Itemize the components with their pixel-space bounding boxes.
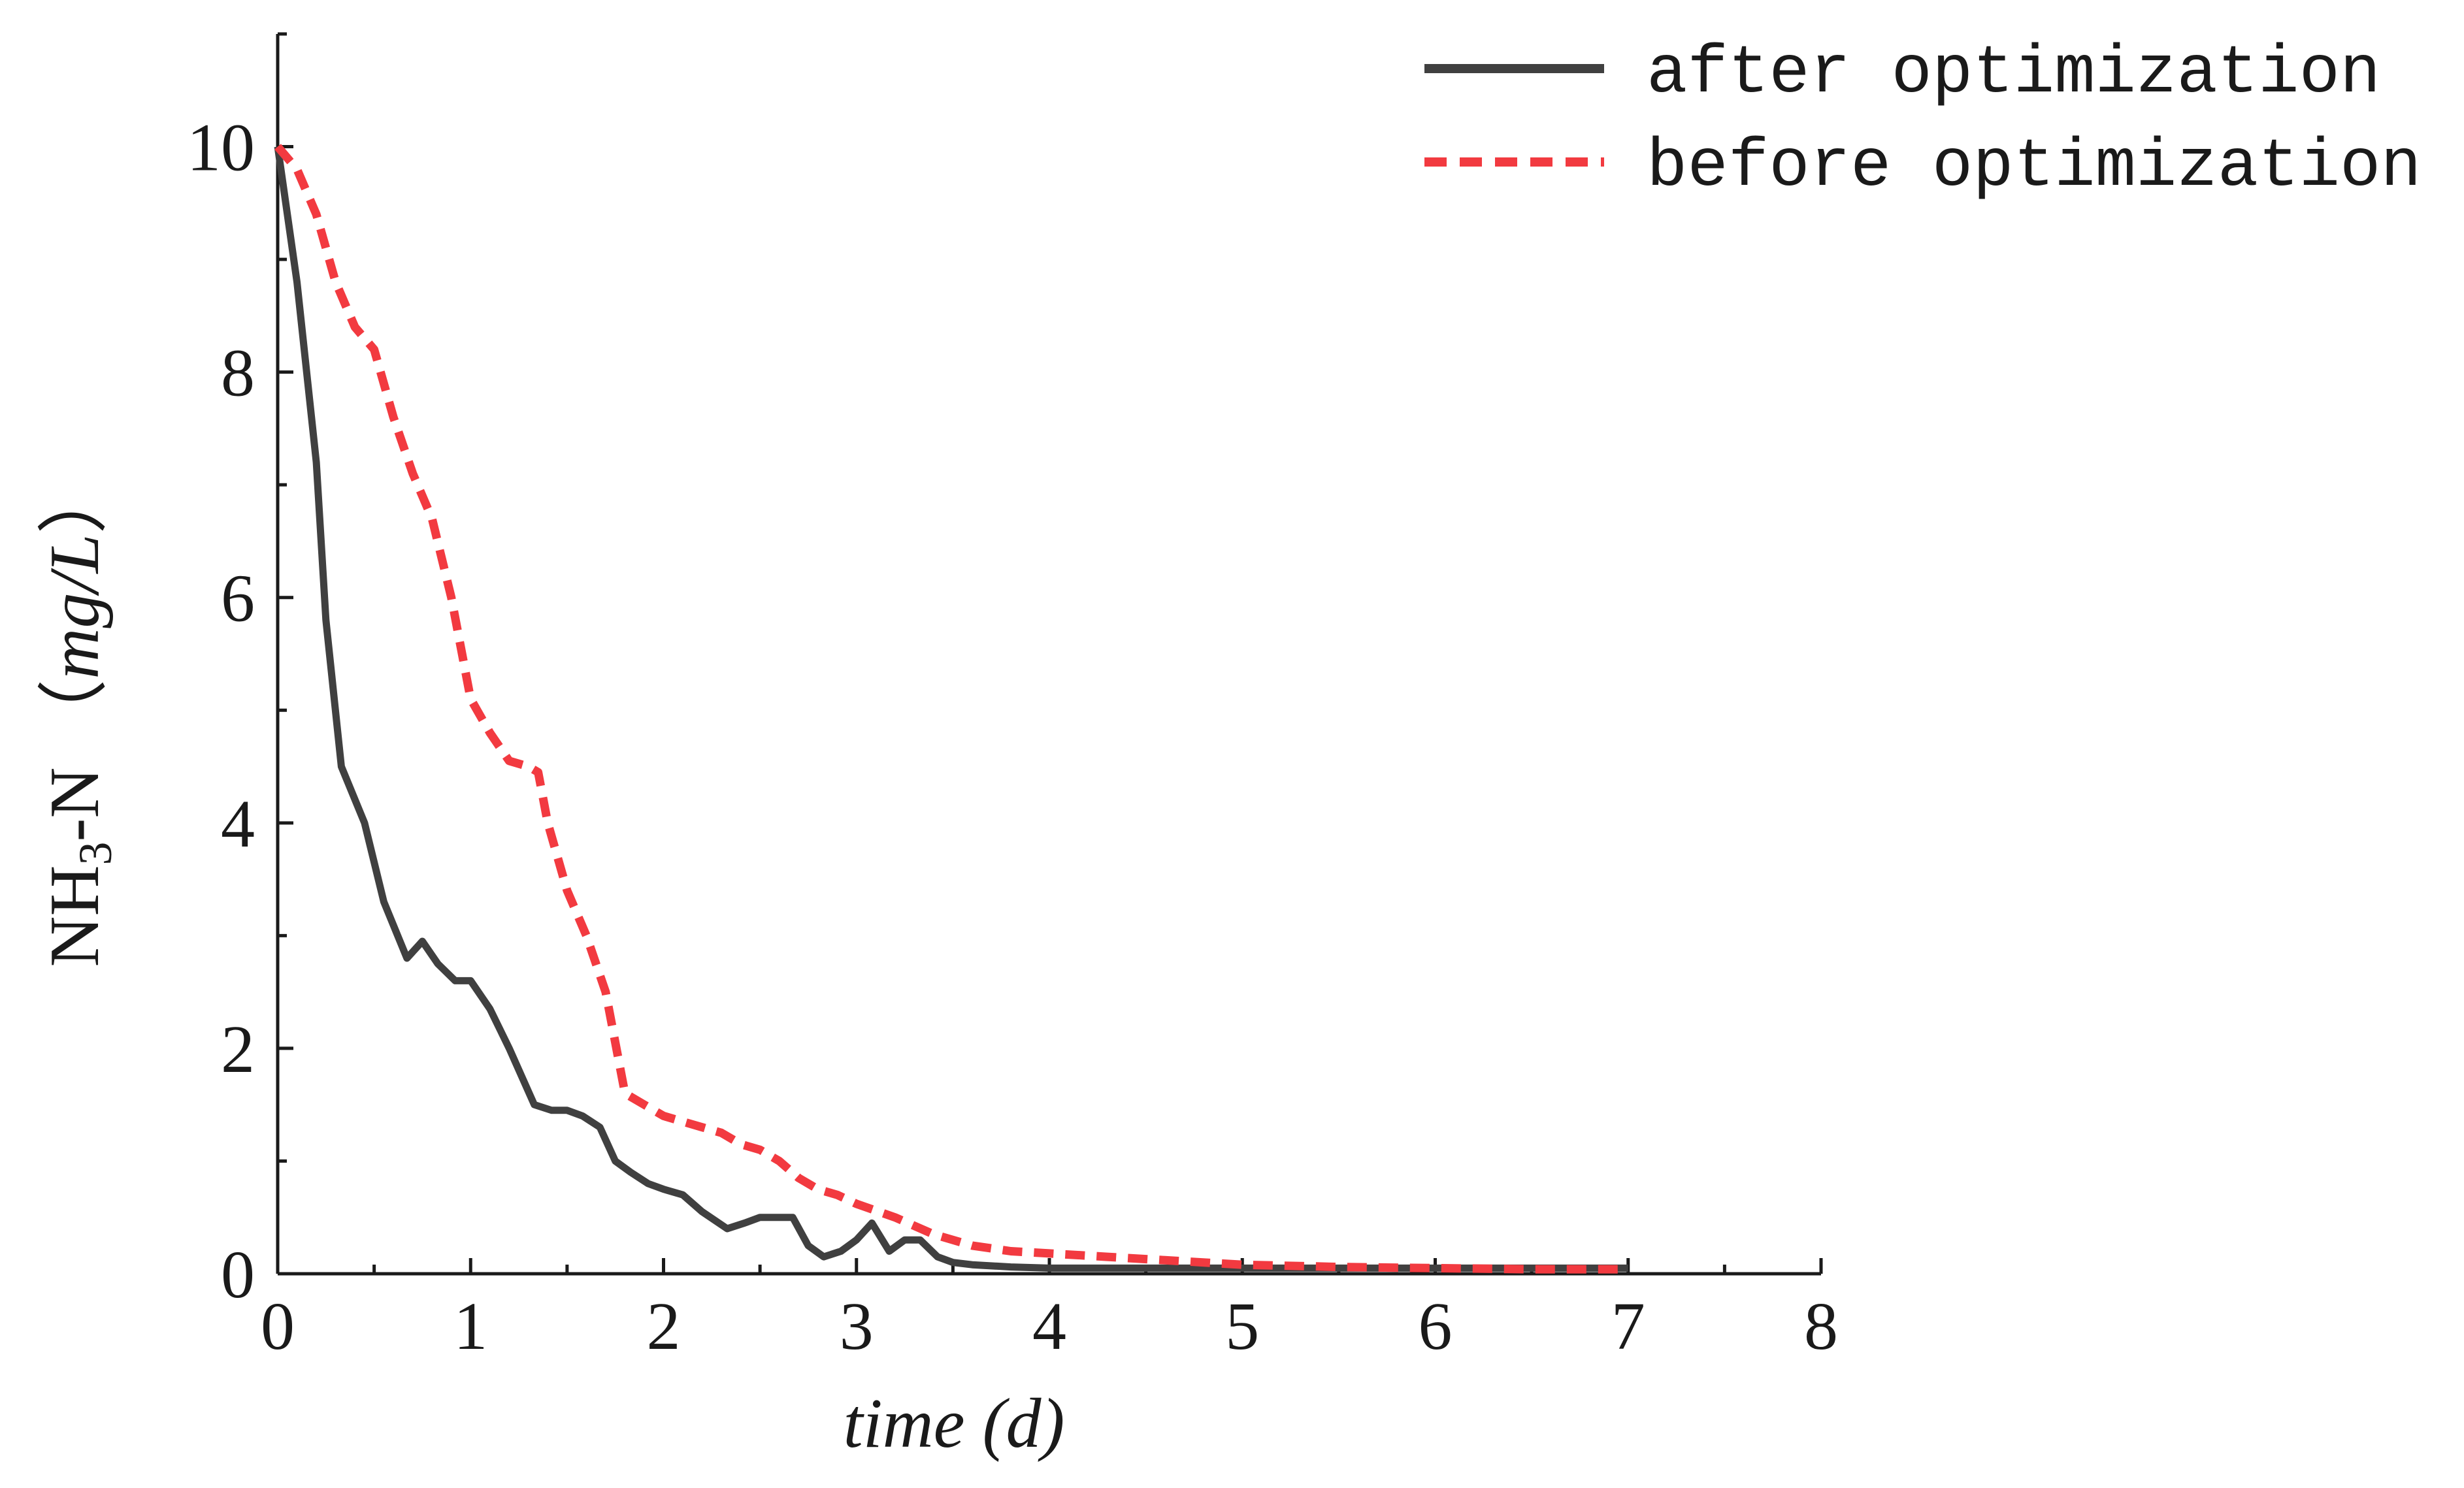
y-tick-label: 0 [221,1237,255,1312]
legend-label-after-optimization: after optimization [1647,35,2380,112]
x-tick-label: 6 [1419,1289,1453,1364]
series-line-after-optimization [274,146,1628,1272]
x-tick-label: 0 [261,1289,295,1364]
x-tick-label: 8 [1804,1289,1838,1364]
y-tick-label: 8 [221,336,255,411]
series-line-before-optimization [274,144,1628,1274]
x-axis-title: time (d) [844,1385,1065,1463]
y-ticks: 0 2 4 6 8 10 [187,32,293,1312]
legend-label-before-optimization: before optimization [1647,129,2422,206]
x-tick-label: 7 [1611,1289,1645,1364]
y-tick-label: 10 [187,110,255,186]
y-axis-title-suffix: ） [36,463,114,534]
x-tick-label: 3 [840,1289,874,1364]
y-axis-title-unit: mg/L [36,534,114,679]
y-axis-title: NH3-N （mg/L） [36,463,122,967]
x-tick-label: 5 [1225,1289,1259,1364]
legend: after optimization before optimization [1424,35,2422,206]
x-tick-label: 2 [647,1289,681,1364]
y-axis-title-middle: -N （ [36,679,114,842]
series-lines [274,144,1628,1274]
x-tick-label: 4 [1032,1289,1066,1364]
y-axis-title-subscript: 3 [69,842,122,865]
y-tick-label: 2 [221,1012,255,1087]
x-tick-label: 1 [453,1289,487,1364]
plot-area: 0 2 4 6 8 10 0 1 2 3 4 5 6 7 8 [187,32,1838,1364]
y-tick-label: 4 [221,786,255,862]
x-ticks: 0 1 2 3 4 5 6 7 8 [261,1258,1838,1364]
y-tick-label: 6 [221,561,255,636]
y-axis-title-prefix: NH [36,865,114,967]
